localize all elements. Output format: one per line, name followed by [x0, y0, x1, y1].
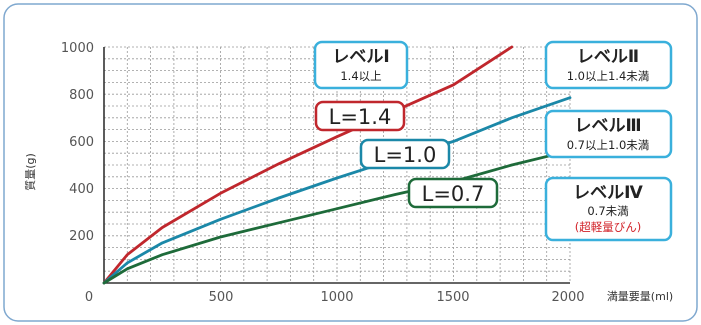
series-label-l10: L=1.0: [359, 138, 451, 170]
y-tick-label: 800: [69, 88, 94, 103]
series-label-l07-box: [407, 177, 499, 209]
series-label-l14: L=1.4: [314, 100, 406, 132]
level-box-4: レベルⅣ 0.7未満 (超軽量びん): [544, 176, 673, 242]
y-tick-label: 600: [69, 135, 94, 150]
level-box-3-title: レベルⅢ: [574, 116, 641, 136]
level-box-3-frame: [544, 109, 673, 159]
level-box-2-title: レベルⅡ: [577, 47, 639, 67]
axes: [103, 47, 571, 284]
x-tick-label: 0: [85, 290, 93, 305]
x-tick-label: 1000: [320, 290, 353, 305]
x-tick-labels: 0 500 1000 1500 2000: [85, 290, 585, 305]
level-box-2: レベルⅡ 1.0以上1.4未満: [544, 40, 673, 90]
level-box-3: レベルⅢ 0.7以上1.0未満: [544, 109, 673, 159]
level-box-4-frame: [544, 176, 673, 242]
y-tick-label: 200: [69, 229, 94, 244]
x-tick-label: 500: [209, 290, 234, 305]
level-box-4-note: (超軽量びん): [575, 220, 641, 234]
level-box-2-frame: [544, 40, 673, 90]
level-box-3-sub: 0.7以上1.0未満: [567, 138, 650, 152]
series-label-l07: L=0.7: [407, 177, 499, 209]
level-box-1-frame: [313, 40, 409, 90]
level-box-1-sub: 1.4以上: [340, 69, 381, 83]
level-box-1: レベルⅠ 1.4以上: [313, 40, 409, 90]
y-axis-label: 質量(g): [23, 153, 37, 191]
series-label-l10-box: [359, 138, 451, 170]
level-box-4-sub: 0.7未満: [587, 204, 628, 218]
x-axis-label: 満量要量(ml): [607, 290, 673, 303]
level-box-1-title: レベルⅠ: [332, 47, 389, 67]
level-box-2-sub: 1.0以上1.4未満: [567, 69, 650, 83]
series-label-l07-text: L=0.7: [422, 182, 485, 206]
y-tick-label: 1000: [61, 41, 94, 56]
series-line-1: [102, 96, 572, 285]
level-box-4-title: レベルⅣ: [573, 183, 643, 203]
series-label-l14-box: [314, 100, 406, 132]
y-tick-labels: 200 400 600 800 1000: [61, 41, 94, 244]
series-label-l10-text: L=1.0: [374, 143, 437, 167]
x-tick-label: 1500: [436, 290, 469, 305]
series-line-0: [102, 45, 514, 285]
y-tick-label: 400: [69, 182, 94, 197]
series-label-l14-text: L=1.4: [329, 105, 392, 129]
series-line-2: [102, 149, 572, 285]
x-tick-label: 2000: [551, 290, 584, 305]
series-lines: [102, 45, 572, 285]
